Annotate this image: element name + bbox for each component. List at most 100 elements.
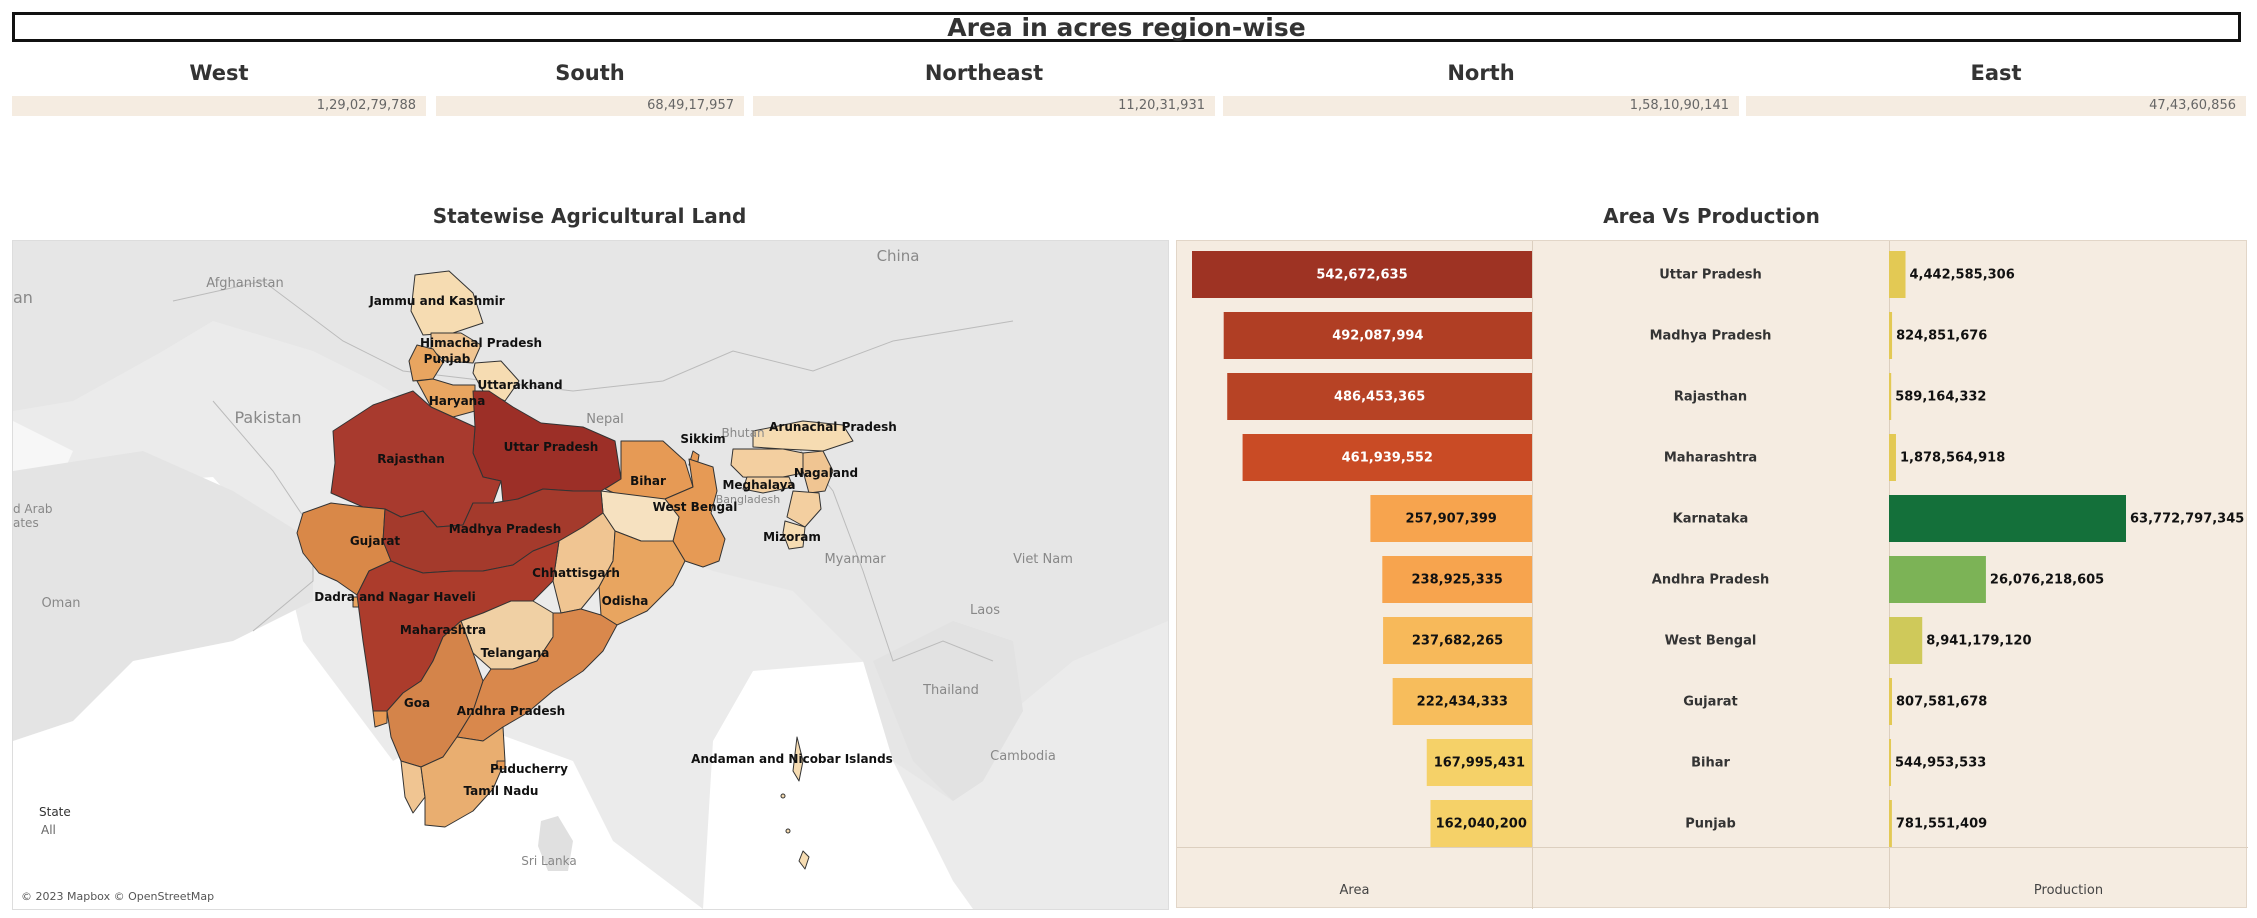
category-label: Karnataka xyxy=(1673,512,1749,527)
region-card-northeast[interactable]: Northeast 11,20,31,931 xyxy=(753,60,1215,116)
map-attribution: © 2023 Mapbox © OpenStreetMap xyxy=(21,890,215,903)
area-value-label: 486,453,365 xyxy=(1334,390,1425,405)
country-label-partial-1: an xyxy=(13,288,33,307)
region-card-west[interactable]: West 1,29,02,79,788 xyxy=(12,60,426,116)
production-value-label: 807,581,678 xyxy=(1896,695,1987,710)
area-bar[interactable] xyxy=(1392,678,1532,725)
area-bar[interactable] xyxy=(1227,373,1532,420)
state-label: Odisha xyxy=(602,594,649,608)
country-label-pakistan: Pakistan xyxy=(235,408,302,427)
production-bar[interactable] xyxy=(1889,373,1892,420)
state-label: Sikkim xyxy=(680,432,725,446)
border-line xyxy=(172,280,1014,392)
area-value-label: 492,087,994 xyxy=(1332,329,1423,344)
country-label-viet-nam: Viet Nam xyxy=(1013,552,1073,567)
state-map[interactable]: China Afghanistan Pakistan Nepal Bhutan … xyxy=(12,240,1169,910)
state-label: Meghalaya xyxy=(722,478,795,492)
state-manipur[interactable] xyxy=(786,490,822,528)
state-label: Telangana xyxy=(481,646,550,660)
area-bar[interactable] xyxy=(1382,556,1532,603)
map-legend[interactable]: State All xyxy=(39,805,71,837)
state-odisha[interactable] xyxy=(598,530,686,626)
production-bar[interactable] xyxy=(1889,495,2126,542)
area-value-label: 222,434,333 xyxy=(1417,695,1508,710)
area-vs-production-chart[interactable]: 542,672,635 Uttar Pradesh 4,442,585,306 492… xyxy=(1176,240,2248,909)
production-bar[interactable] xyxy=(1889,556,1986,603)
production-value-label: 63,772,797,345 xyxy=(2130,512,2244,527)
country-label-sri-lanka: Sri Lanka xyxy=(521,854,576,868)
dashboard-title: Area in acres region-wise xyxy=(12,12,2241,42)
state-label: Maharashtra xyxy=(400,623,486,637)
production-value-label: 26,076,218,605 xyxy=(1990,573,2104,588)
region-card-south[interactable]: South 68,49,17,957 xyxy=(436,60,744,116)
state-label: Himachal Pradesh xyxy=(420,336,542,350)
state-label: Jammu and Kashmir xyxy=(368,294,504,308)
area-bar[interactable] xyxy=(1192,251,1532,298)
country-label-bhutan: Bhutan xyxy=(721,426,764,440)
category-label: Uttar Pradesh xyxy=(1659,268,1762,283)
region-card-north[interactable]: North 1,58,10,90,141 xyxy=(1223,60,1739,116)
map-canvas: China Afghanistan Pakistan Nepal Bhutan … xyxy=(13,241,1168,909)
axis-label-area: Area xyxy=(1339,883,1370,898)
state-label: Puducherry xyxy=(490,762,568,776)
state-label: Bihar xyxy=(630,474,666,488)
state-tamil-nadu[interactable] xyxy=(420,726,506,828)
area-bar[interactable] xyxy=(1383,617,1532,664)
state-mizoram[interactable] xyxy=(782,520,806,550)
production-bar[interactable] xyxy=(1889,800,1892,847)
area-bar[interactable] xyxy=(1430,800,1532,847)
area-value-label: 238,925,335 xyxy=(1412,573,1503,588)
production-value-label: 4,442,585,306 xyxy=(1910,268,2015,283)
area-value-label: 542,672,635 xyxy=(1316,268,1407,283)
area-bar[interactable] xyxy=(1242,434,1532,481)
state-puducherry[interactable] xyxy=(496,760,506,770)
category-label: Rajasthan xyxy=(1674,390,1747,405)
state-label: Mizoram xyxy=(763,530,821,544)
state-label: Gujarat xyxy=(350,534,401,548)
area-bar[interactable] xyxy=(1426,739,1532,786)
area-bar[interactable] xyxy=(1370,495,1532,542)
region-name: South xyxy=(555,61,625,85)
bay-of-bengal xyxy=(703,661,973,909)
state-goa[interactable] xyxy=(372,710,388,728)
state-kerala[interactable] xyxy=(400,760,426,814)
category-label: Maharashtra xyxy=(1664,451,1757,466)
state-andaman-and-nicobar-islands[interactable] xyxy=(792,736,804,782)
production-value-label: 8,941,179,120 xyxy=(1926,634,2031,649)
country-label-thailand: Thailand xyxy=(922,683,979,698)
region-card-east[interactable]: East 47,43,60,856 xyxy=(1746,60,2246,116)
bar-canvas: 542,672,635 Uttar Pradesh 4,442,585,306 492… xyxy=(1192,251,2244,847)
state-meghalaya[interactable] xyxy=(742,476,794,494)
state-label: Uttarakhand xyxy=(477,378,562,392)
state-label: West Bengal xyxy=(653,500,738,514)
area-value-label: 461,939,552 xyxy=(1342,451,1433,466)
country-label-oman: Oman xyxy=(41,596,80,611)
production-bar[interactable] xyxy=(1889,251,1906,298)
state-label: Uttar Pradesh xyxy=(504,440,599,454)
production-bar[interactable] xyxy=(1889,678,1893,725)
production-bar[interactable] xyxy=(1889,434,1896,481)
chart-title: Area Vs Production xyxy=(1603,204,1820,228)
region-name: Northeast xyxy=(924,61,1044,85)
axis-label-production: Production xyxy=(2033,883,2104,898)
state-label: Dadra and Nagar Haveli xyxy=(314,590,476,604)
region-value: 47,43,60,856 xyxy=(1746,96,2246,116)
production-bar[interactable] xyxy=(1889,739,1892,786)
category-label: Madhya Pradesh xyxy=(1650,329,1772,344)
country-label-partial-3: ates xyxy=(13,516,39,530)
area-bar[interactable] xyxy=(1223,312,1532,359)
state-arunachal-pradesh[interactable] xyxy=(752,420,854,452)
state-jammu-and-kashmir[interactable] xyxy=(410,270,484,336)
area-value-label: 162,040,200 xyxy=(1436,817,1527,832)
production-bar[interactable] xyxy=(1889,312,1893,359)
production-value-label: 544,953,533 xyxy=(1895,756,1986,771)
category-label: Punjab xyxy=(1685,817,1736,832)
region-value: 68,49,17,957 xyxy=(436,96,744,116)
production-bar[interactable] xyxy=(1889,617,1923,664)
state-label: Nagaland xyxy=(794,466,858,480)
region-value: 11,20,31,931 xyxy=(753,96,1215,116)
category-label: Bihar xyxy=(1691,756,1730,771)
state-label: Punjab xyxy=(424,352,471,366)
state-assam[interactable] xyxy=(730,448,804,480)
map-title: Statewise Agricultural Land xyxy=(432,204,747,228)
